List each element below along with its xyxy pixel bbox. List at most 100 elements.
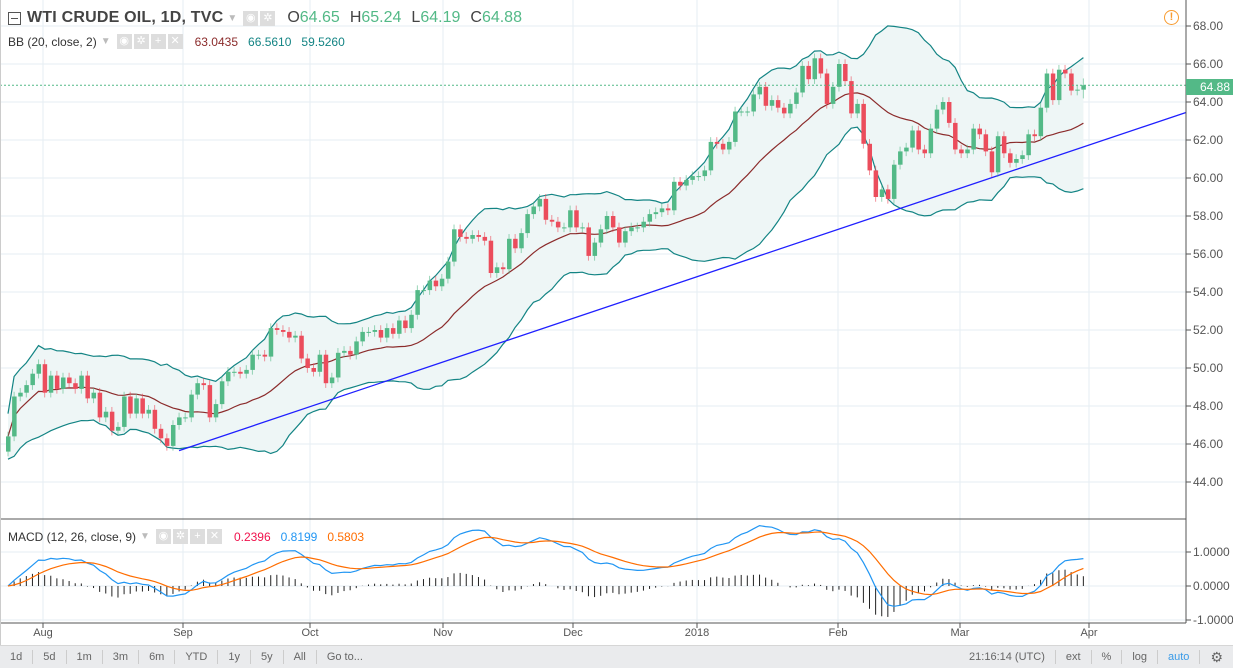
candle	[122, 391, 127, 432]
range-1y[interactable]: 1y	[218, 650, 251, 664]
candle-body	[219, 381, 225, 405]
plus-icon[interactable]: +	[189, 529, 205, 544]
candle	[409, 310, 414, 333]
bb-basis-line	[7, 92, 1084, 437]
candle-body	[910, 130, 915, 148]
eye-icon[interactable]: ◉	[155, 529, 171, 544]
candle-body	[36, 364, 42, 374]
goto-button[interactable]: Go to...	[326, 651, 363, 663]
plus-icon[interactable]: +	[150, 34, 166, 49]
candle	[989, 146, 995, 178]
close-icon[interactable]: ✕	[167, 34, 183, 49]
candle-body	[678, 181, 683, 186]
candle	[488, 235, 494, 278]
range-ytd[interactable]: YTD	[175, 650, 219, 664]
candle-body	[85, 375, 90, 399]
candle-body	[329, 377, 335, 384]
candle	[433, 275, 439, 292]
candle	[1014, 154, 1019, 168]
auto-toggle[interactable]: auto	[1158, 650, 1201, 664]
candle-body	[836, 64, 842, 87]
candle-body	[849, 81, 854, 114]
price-tick-label: 52.00	[1193, 323, 1224, 337]
candle-body	[488, 240, 494, 273]
chevron-down-icon[interactable]: ▼	[100, 36, 111, 47]
symbol-title[interactable]: WTI CRUDE OIL, 1D, TVC	[27, 9, 224, 26]
candle-body	[54, 375, 60, 389]
candle	[366, 327, 371, 337]
candle	[329, 372, 335, 388]
chevron-down-icon[interactable]: ▼	[140, 531, 150, 542]
candle-body	[873, 170, 879, 197]
percent-toggle[interactable]: %	[1092, 650, 1123, 664]
candle-body	[549, 219, 555, 222]
range-5y[interactable]: 5y	[251, 650, 284, 664]
macd-label[interactable]: MACD (12, 26, close, 9)	[8, 529, 137, 544]
candle-body	[623, 231, 628, 243]
range-1m[interactable]: 1m	[67, 650, 103, 664]
candle-body	[18, 392, 23, 397]
candle-body	[1069, 73, 1074, 91]
candle-body	[922, 149, 927, 154]
candle	[971, 123, 976, 155]
macd-histogram-value: 0.2396	[233, 529, 271, 544]
candle-body	[983, 134, 989, 152]
candle-body	[830, 86, 836, 104]
candle-body	[610, 216, 616, 228]
close-icon[interactable]: ✕	[206, 529, 222, 544]
candle	[977, 123, 982, 140]
candle-body	[1081, 85, 1086, 90]
ext-toggle[interactable]: ext	[1056, 650, 1092, 664]
macd-signal-value: 0.5803	[327, 529, 365, 544]
candle	[617, 222, 622, 248]
candle	[482, 232, 488, 246]
chevron-down-icon[interactable]: ▼	[227, 12, 238, 24]
log-toggle[interactable]: log	[1122, 650, 1159, 664]
candle	[885, 184, 891, 204]
candle	[403, 315, 408, 333]
candle	[843, 59, 848, 86]
range-all[interactable]: All	[284, 650, 317, 664]
range-6m[interactable]: 6m	[139, 650, 176, 664]
candle-body	[335, 352, 341, 378]
candle-body	[482, 236, 488, 241]
candle	[67, 372, 72, 388]
range-1d[interactable]: 1d	[0, 650, 34, 664]
gear-icon[interactable]: ⚙	[1210, 649, 1223, 665]
candle	[965, 144, 970, 159]
candle-body	[415, 290, 420, 315]
bb-label[interactable]: BB (20, close, 2)	[8, 34, 97, 49]
candle	[788, 99, 793, 119]
gear-icon[interactable]: ✲	[133, 34, 149, 49]
candle-body	[965, 149, 970, 154]
candle	[726, 137, 732, 155]
candle	[824, 68, 830, 109]
time-label: Aug	[33, 627, 53, 639]
candle	[476, 230, 481, 242]
candle-body	[213, 404, 219, 418]
candle-body	[384, 328, 390, 338]
candle	[280, 325, 286, 337]
low-value: 64.19	[420, 9, 461, 26]
eye-icon[interactable]: ◉	[243, 10, 259, 26]
gear-icon[interactable]: ✲	[172, 529, 188, 544]
candle	[219, 376, 225, 409]
range-5d[interactable]: 5d	[33, 650, 67, 664]
candle-body	[24, 385, 29, 393]
candle	[818, 53, 824, 79]
gear-icon[interactable]: ✲	[260, 10, 276, 26]
candle-body	[1044, 73, 1050, 108]
candle-body	[268, 328, 274, 357]
candle	[910, 125, 915, 153]
price-tick-label: 68.00	[1193, 19, 1224, 33]
candle	[812, 53, 818, 84]
candle-body	[684, 179, 689, 186]
collapse-icon[interactable]	[8, 11, 21, 25]
eye-icon[interactable]: ◉	[116, 34, 132, 49]
alert-circle-icon[interactable]: !	[1164, 10, 1179, 25]
range-3m[interactable]: 3m	[103, 650, 140, 664]
candle-body	[714, 141, 720, 144]
candle	[213, 399, 219, 423]
candle-body	[323, 354, 329, 384]
